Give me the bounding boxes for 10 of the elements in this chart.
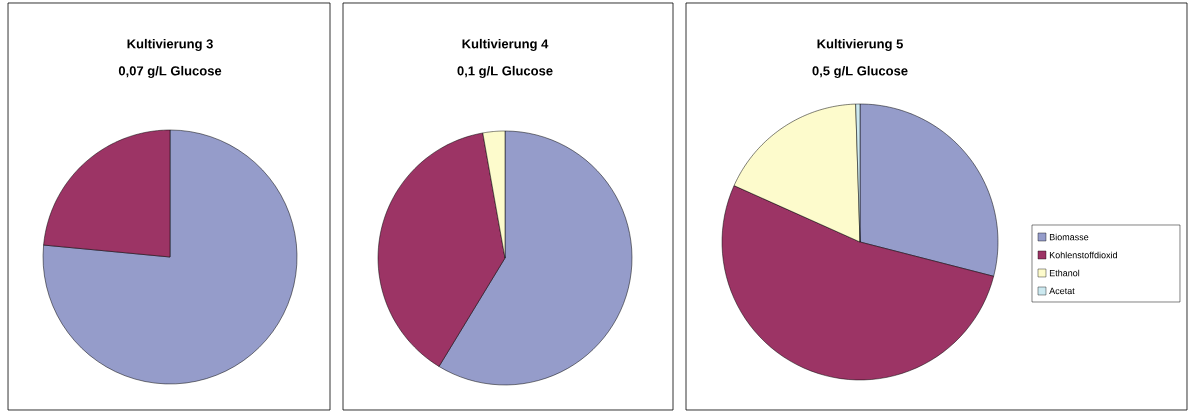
chart-title: Kultivierung 4 <box>462 38 549 52</box>
chart-subtitle: 0,1 g/L Glucose <box>457 65 553 79</box>
legend-label: Acetat <box>1049 287 1075 295</box>
chart-title: Kultivierung 3 <box>127 38 213 52</box>
legend-label: Biomasse <box>1049 233 1089 241</box>
legend-label: Ethanol <box>1049 269 1080 277</box>
chart-subtitle: 0,5 g/L Glucose <box>812 65 908 79</box>
chart-title: Kultivierung 5 <box>817 38 903 52</box>
chart-subtitle: 0,07 g/L Glucose <box>118 65 222 79</box>
legend-label: Kohlenstoffdioxid <box>1049 251 1117 259</box>
